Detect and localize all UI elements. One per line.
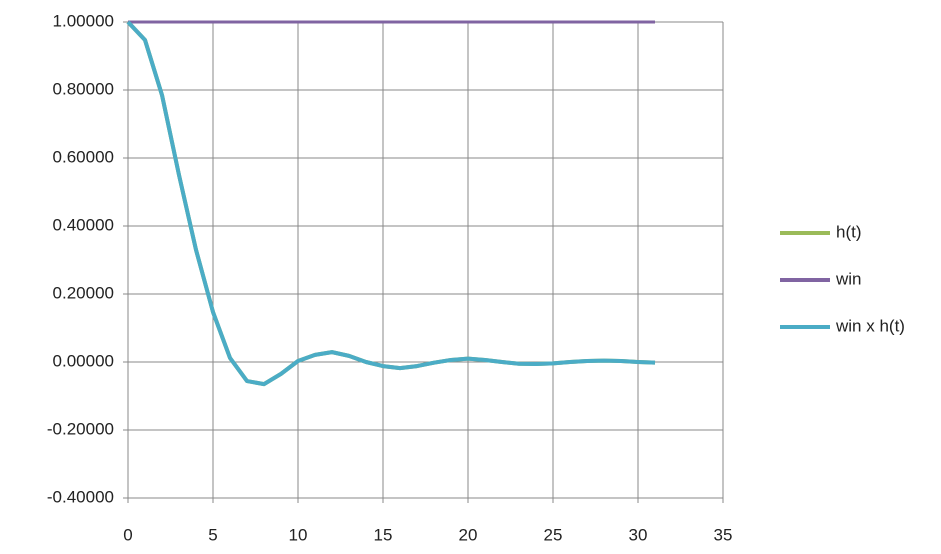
legend-label: h(t) [836, 222, 862, 241]
y-tick-label: 1.00000 [53, 11, 114, 30]
legend-label: win x h(t) [835, 316, 905, 335]
y-tick-label: 0.80000 [53, 79, 114, 98]
x-tick-label: 10 [289, 525, 308, 544]
x-tick-label: 15 [374, 525, 393, 544]
x-tick-label: 0 [123, 525, 132, 544]
x-tick-label: 5 [208, 525, 217, 544]
y-tick-label: 0.40000 [53, 215, 114, 234]
y-tick-label: 0.00000 [53, 351, 114, 370]
x-tick-label: 35 [714, 525, 733, 544]
series-line [126, 20, 656, 387]
y-tick-label: -0.20000 [47, 419, 114, 438]
legend-label: win [835, 269, 862, 288]
x-tick-label: 20 [459, 525, 478, 544]
y-tick-label: -0.40000 [47, 487, 114, 506]
x-tick-label: 25 [544, 525, 563, 544]
y-tick-label: 0.20000 [53, 283, 114, 302]
series-line [126, 20, 656, 387]
y-tick-label: 0.60000 [53, 147, 114, 166]
x-tick-label: 30 [629, 525, 648, 544]
